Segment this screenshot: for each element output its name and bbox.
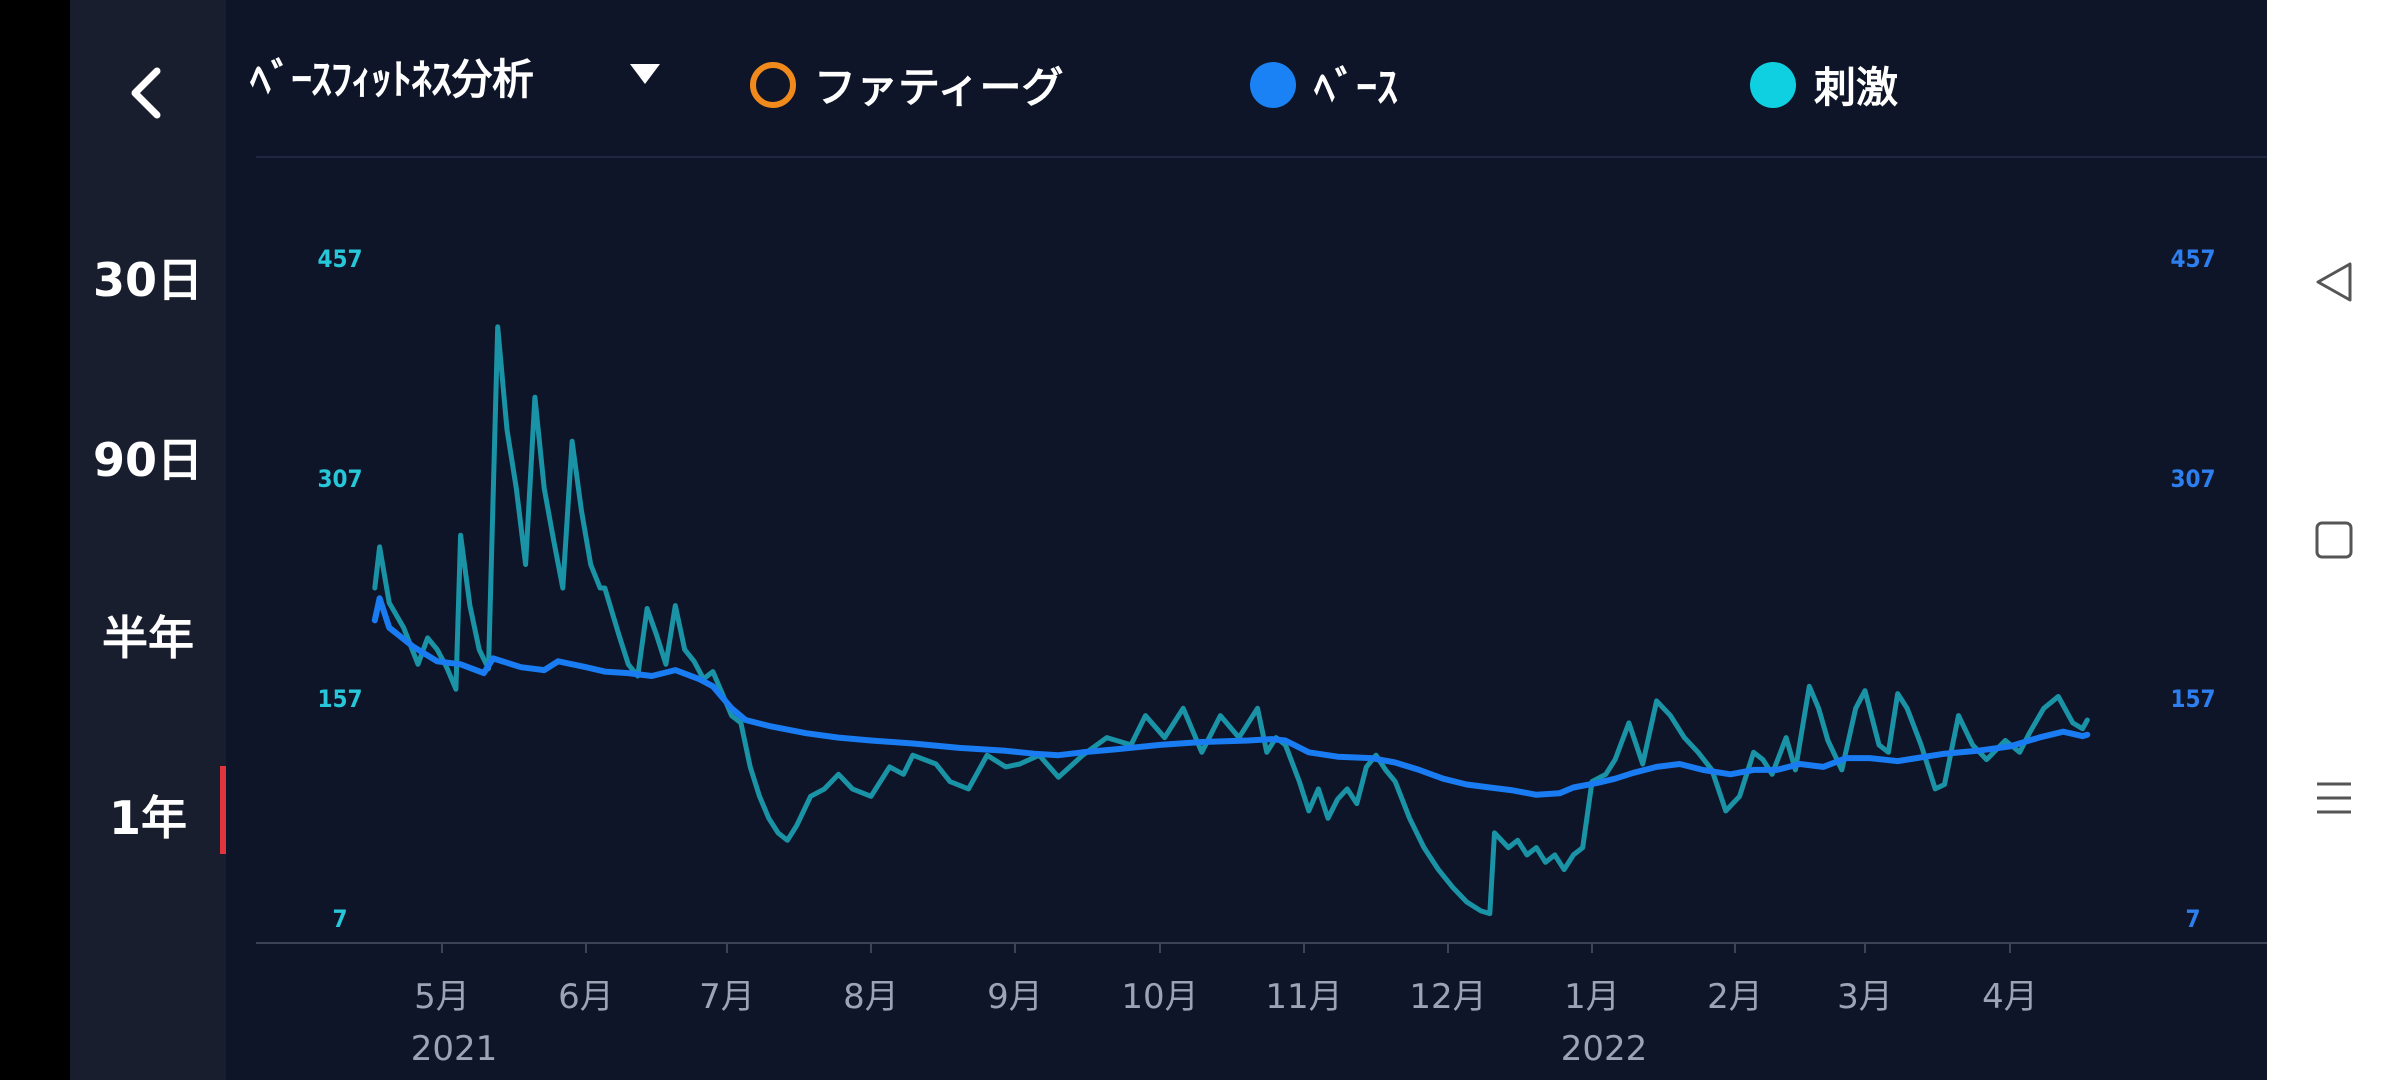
x-tick-label: 9月 — [987, 977, 1043, 1017]
legend-base[interactable]: ﾍﾞｰｽ — [1250, 54, 1398, 115]
year-label: 2021 — [411, 1029, 498, 1069]
back-button[interactable] — [100, 48, 190, 138]
ring-icon — [750, 61, 796, 108]
screen-edge — [0, 0, 70, 1080]
base-series-line — [371, 595, 2091, 798]
triangle-back-icon — [2316, 262, 2351, 302]
x-tick-label: 8月 — [843, 977, 899, 1017]
range-90-days[interactable]: 90日 — [92, 433, 203, 487]
header-divider — [256, 156, 2267, 158]
legend-fatigue[interactable]: ファティーグ — [750, 54, 1063, 115]
x-tick-label: 7月 — [699, 977, 755, 1017]
square-home-icon — [2315, 521, 2352, 559]
legend-fatigue-label: ファティーグ — [814, 63, 1064, 112]
year-label: 2022 — [1561, 1029, 1648, 1069]
nav-back-button[interactable] — [2267, 232, 2400, 332]
fitness-chart: 7 7 157 157 307 307 457 457 5月 6月 7月 8月 9月 10月 11月 12月 1… — [256, 245, 2267, 1069]
x-tick-label: 6月 — [558, 977, 614, 1017]
right-y-tick-label: 307 — [2170, 465, 2215, 493]
dot-icon — [1750, 61, 1796, 108]
dot-icon — [1250, 61, 1296, 108]
x-tick-label: 5月 — [414, 977, 470, 1017]
range-half-year[interactable]: 半年 — [102, 611, 194, 665]
nav-home-button[interactable] — [2267, 490, 2400, 590]
right-y-tick-label: 7 — [2185, 905, 2200, 933]
chevron-left-icon — [131, 67, 161, 119]
x-tick-label: 10月 — [1121, 977, 1198, 1017]
range-sidebar: 30日 90日 半年 1年 — [70, 0, 226, 1080]
x-tick-label: 11月 — [1265, 977, 1342, 1017]
system-navigation-bar — [2267, 0, 2400, 1080]
nav-recents-button[interactable] — [2267, 748, 2400, 848]
legend-stimulus[interactable]: 刺激 — [1750, 54, 1898, 115]
legend-stimulus-label: 刺激 — [1814, 63, 1899, 112]
right-y-tick-label: 457 — [2170, 245, 2215, 273]
page-title[interactable]: ﾍﾞｰｽﾌｨｯﾄﾈｽ分析 — [250, 55, 534, 104]
left-y-tick-label: 457 — [317, 245, 362, 273]
right-y-tick-label: 157 — [2170, 685, 2215, 713]
menu-lines-icon — [2316, 782, 2351, 814]
x-tick-label: 12月 — [1409, 977, 1486, 1017]
range-30-days[interactable]: 30日 — [92, 253, 203, 307]
active-range-indicator — [220, 766, 226, 854]
x-tick-label: 4月 — [1982, 977, 2038, 1017]
left-y-tick-label: 7 — [332, 905, 347, 933]
left-y-tick-label: 157 — [317, 685, 362, 713]
x-tick-label: 1月 — [1564, 977, 1620, 1017]
left-y-tick-label: 307 — [317, 465, 362, 493]
title-dropdown-icon[interactable] — [630, 64, 660, 84]
x-tick-label: 2月 — [1707, 977, 1763, 1017]
x-tick-label: 3月 — [1837, 977, 1893, 1017]
range-1-year[interactable]: 1年 — [108, 791, 187, 845]
legend-base-label: ﾍﾞｰｽ — [1314, 63, 1399, 112]
stimulus-series-line — [372, 324, 2090, 917]
